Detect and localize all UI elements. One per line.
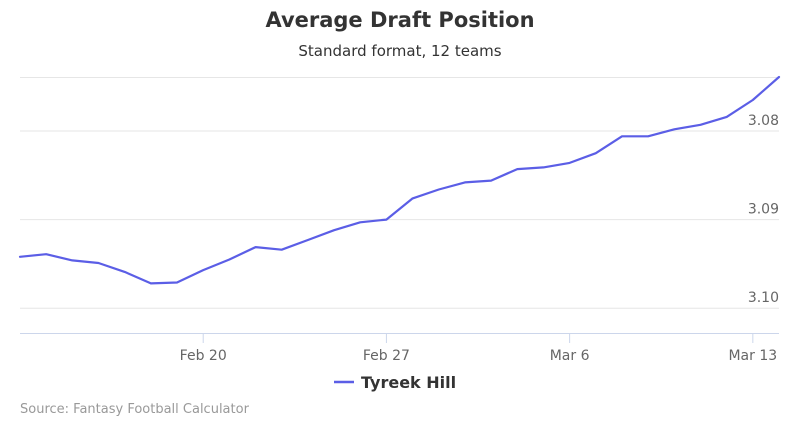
legend[interactable]: Tyreek Hill [334,373,456,392]
series-layer [18,75,781,285]
y-axis: 3.08 3.09 3.10 [748,113,779,306]
legend-label[interactable]: Tyreek Hill [361,373,456,392]
x-tick-label: Mar 6 [550,348,590,364]
y-tick-label: 3.08 [748,113,779,129]
y-tick-label: 3.10 [748,290,779,306]
series-line[interactable] [18,75,781,285]
chart-subtitle: Standard format, 12 teams [298,42,502,60]
x-tick-label: Mar 13 [728,348,777,364]
x-axis: Feb 20 Feb 27 Mar 6 Mar 13 [20,333,779,364]
chart-title: Average Draft Position [265,8,535,32]
y-tick-label: 3.09 [748,202,779,218]
x-tick-label: Feb 20 [180,348,227,364]
x-tick-label: Feb 27 [363,348,410,364]
grid-lines [20,77,779,309]
source-credit[interactable]: Source: Fantasy Football Calculator [20,402,249,417]
